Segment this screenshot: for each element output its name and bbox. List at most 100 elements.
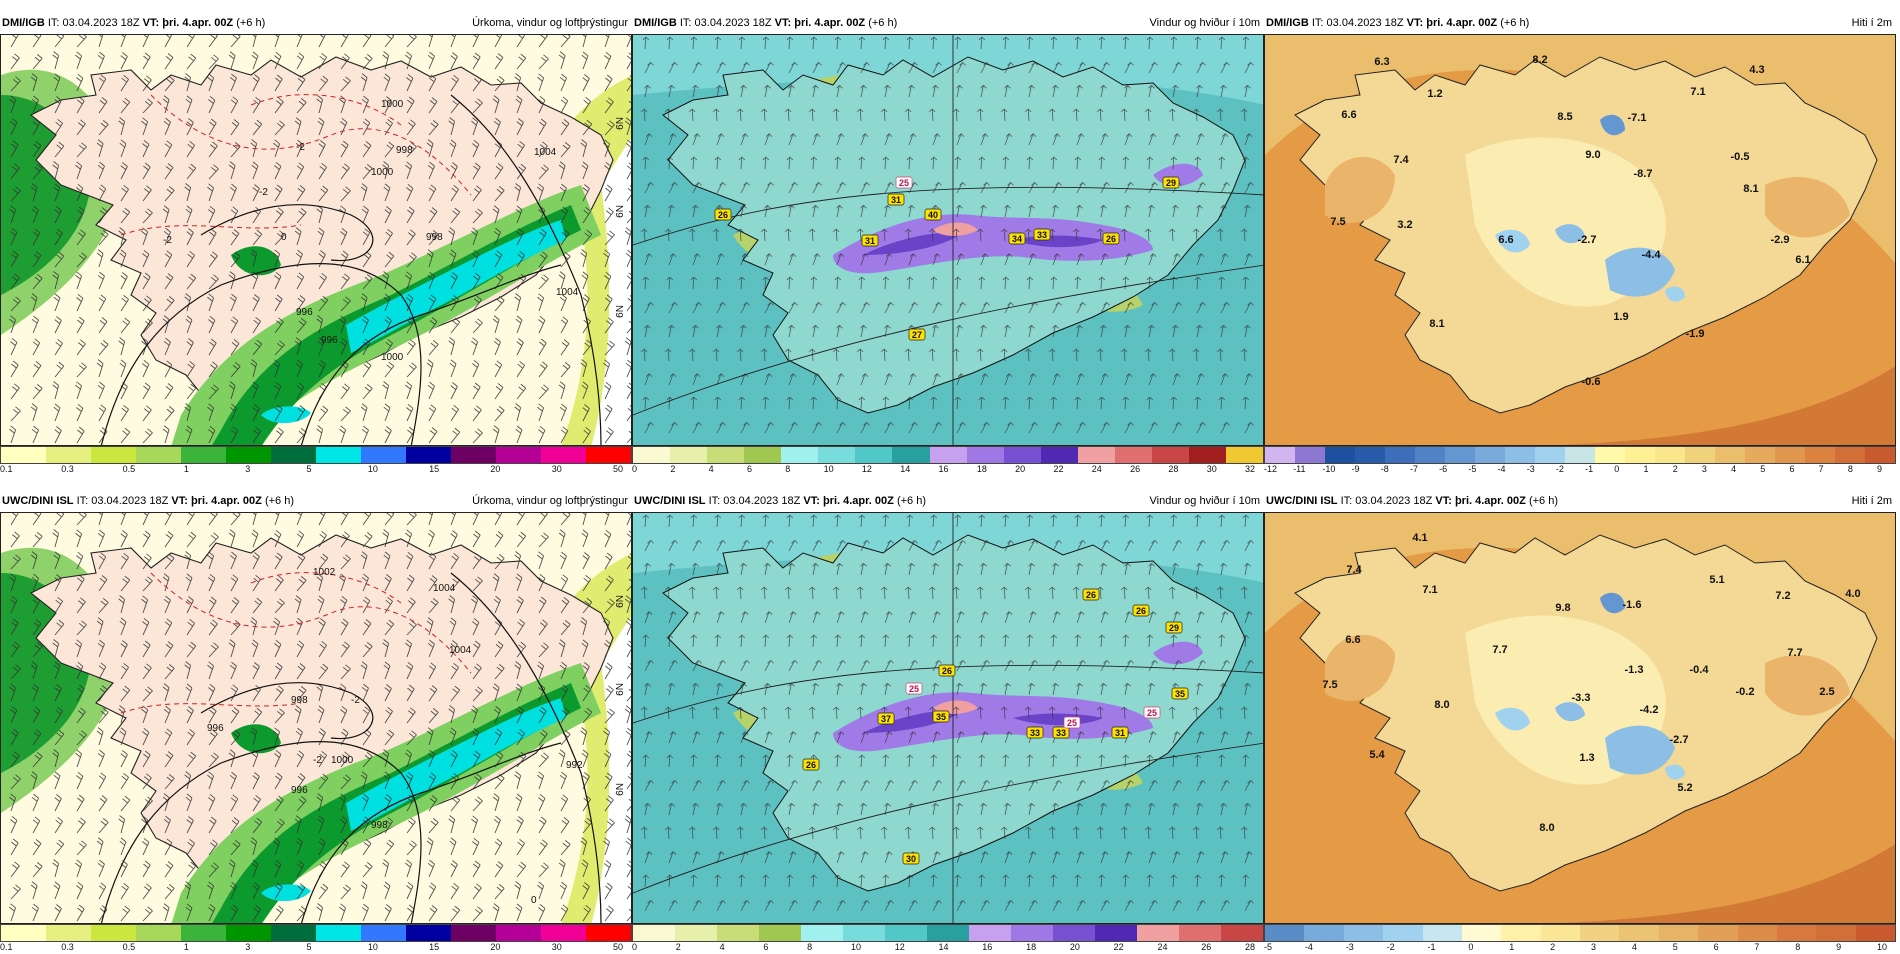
vt-label: VT: (774, 17, 792, 29)
isobar-label: 996 (291, 785, 308, 796)
gust-label-box (1026, 726, 1044, 739)
colorbar-swatch (1304, 925, 1344, 941)
colorbar-swatch (451, 925, 496, 941)
gust-label: 29 (1166, 178, 1176, 188)
colorbar-tick-label: 8 (807, 942, 813, 952)
panel-dmi-temp: DMI/IGB IT: 03.04.2023 18Z VT: þri. 4.ap… (1264, 12, 1896, 476)
model-name: DMI/IGB (634, 17, 677, 29)
colorbar-swatch (361, 447, 406, 463)
colorbar-tick-label: 7 (1754, 942, 1760, 952)
colorbar-swatch (91, 925, 136, 941)
colorbar-swatch (586, 925, 631, 941)
model-name: UWC/DINI ISL (1266, 495, 1338, 507)
it-time: 03.04.2023 18Z (91, 495, 169, 507)
panel-header: UWC/DINI ISL IT: 03.04.2023 18Z VT: þri.… (0, 490, 632, 512)
colorbar-tick-label: 50 (613, 464, 624, 474)
colorbar-tick-label: -10 (1322, 464, 1336, 474)
temperature-value: -2.7 (1670, 734, 1689, 746)
lead-time: (+6 h) (264, 495, 294, 507)
temperature-value: 6.6 (1498, 234, 1513, 246)
temperature-value: -3.3 (1572, 692, 1591, 704)
map-precip[interactable]: 1002 1004 998 996 996 998 1000 1004 992 -2 -2 0 N9 N9… (0, 512, 632, 924)
colorbar-swatch (1385, 447, 1415, 463)
temperature-value: 8.1 (1429, 318, 1444, 330)
colorbar-tick-label: 0 (632, 942, 638, 952)
model-name: UWC/DINI ISL (2, 495, 74, 507)
colorbar-swatch (586, 447, 631, 463)
colorbar-swatch (406, 447, 451, 463)
graticule (633, 513, 1263, 923)
colorbar-tick-label: 10 (367, 464, 378, 474)
colorbar-swatch (969, 925, 1011, 941)
isobar-label: 1000 (371, 167, 394, 178)
gust-label: 26 (1136, 606, 1146, 616)
lead-time: (+6 h) (868, 17, 898, 29)
gust-label-box (1102, 232, 1120, 245)
gust-label: 26 (718, 210, 728, 220)
colorbar (1264, 924, 1896, 942)
colorbar-swatch (1415, 447, 1445, 463)
colorbar-swatch (1535, 447, 1565, 463)
gust-label: 31 (865, 236, 875, 246)
colorbar-tick-label: 3 (245, 464, 251, 474)
colorbar-tick-label: 30 (551, 464, 562, 474)
vt-time: þri. 4.apr. 00Z (162, 17, 234, 29)
colorbar-swatch (1325, 447, 1355, 463)
temperature-value: -1.6 (1623, 599, 1642, 611)
colorbar-swatch (1461, 925, 1502, 941)
map-temp[interactable]: 6.3 8.2 4.3 1.2 7.1 6.6 8.5 -7.1 9.0 -0.5 7.4 -8.7 8… (1264, 34, 1896, 446)
colorbar-tick-label: -5 (1468, 464, 1477, 474)
gust-label: 40 (928, 210, 938, 220)
colorbar-swatch (892, 447, 930, 463)
isobar-labels: 1002 1004 998 996 996 998 1000 1004 992 (207, 567, 583, 831)
temperature-value: -0.2 (1736, 686, 1755, 698)
isobars (100, 572, 602, 923)
temperature-value: 1.2 (1427, 88, 1442, 100)
colorbar-tick-label: -5 (1264, 942, 1273, 952)
gust-label-box (895, 176, 913, 189)
temp-contour-label: 0 (281, 232, 287, 243)
colorbar-swatch (1226, 447, 1264, 463)
gust-label-box (932, 710, 950, 723)
gust-label-box (1162, 176, 1180, 189)
temperature-value: -0.5 (1731, 151, 1750, 163)
temp-contour-label: -2 (259, 187, 268, 198)
map-wind[interactable]: 26 25 31 40 31 34 33 26 29 27 (632, 34, 1264, 446)
colorbar-swatch (759, 925, 801, 941)
colorbar-swatch (1422, 925, 1462, 941)
panel-title: Hiti í 2m (1851, 495, 1892, 507)
temperature-value: 7.1 (1422, 584, 1437, 596)
temp-contour-label: -2 (296, 142, 305, 153)
gust-label-box (1165, 621, 1183, 634)
colorbar-tick-label: 0.1 (0, 942, 13, 952)
isobar-label: 996 (321, 335, 338, 346)
map-precip[interactable]: 1000 998 998 1000 1004 996 996 1000 1004 -2 -2 -2 0 N… (0, 34, 632, 446)
gust-label: 33 (1056, 728, 1066, 738)
temperature-value: 7.4 (1393, 154, 1409, 166)
colorbar-swatch (1188, 447, 1226, 463)
colorbar-swatch (1745, 447, 1775, 463)
colorbar-swatch (818, 447, 856, 463)
colorbar-tick-label: 28 (1168, 464, 1179, 474)
temperature-value: 9.8 (1555, 602, 1570, 614)
gust-label-box (1082, 588, 1100, 601)
colorbar (632, 446, 1264, 464)
colorbar-tick-label: 14 (900, 464, 911, 474)
grid-edge-label: N9 (613, 595, 624, 608)
colorbar-tick-label: -2 (1555, 464, 1564, 474)
colorbar-tick-label: 4 (708, 464, 714, 474)
temperature-value: 5.1 (1709, 574, 1724, 586)
colorbar-swatch (361, 925, 406, 941)
temp-contour-label: -2 (351, 695, 360, 706)
map-wind[interactable]: 26 26 29 26 25 35 37 35 33 33 25 31 25 26 30 (632, 512, 1264, 924)
gust-label-box (924, 208, 942, 221)
colorbar-swatch (1053, 925, 1095, 941)
colorbar-tick-label: 2 (1672, 464, 1678, 474)
map-temp[interactable]: 4.1 7.4 5.1 7.1 9.8 -1.6 7.2 4.0 6.6 7.7 -1.3 -0.4 7… (1264, 512, 1896, 924)
lead-time: (+6 h) (1528, 495, 1558, 507)
colorbar-tick-label: 1 (1643, 464, 1649, 474)
colorbar-tick-label: -2 (1386, 942, 1395, 952)
colorbar (632, 924, 1264, 942)
it-label: IT: (1340, 495, 1353, 507)
land-temperature (1325, 114, 1850, 307)
